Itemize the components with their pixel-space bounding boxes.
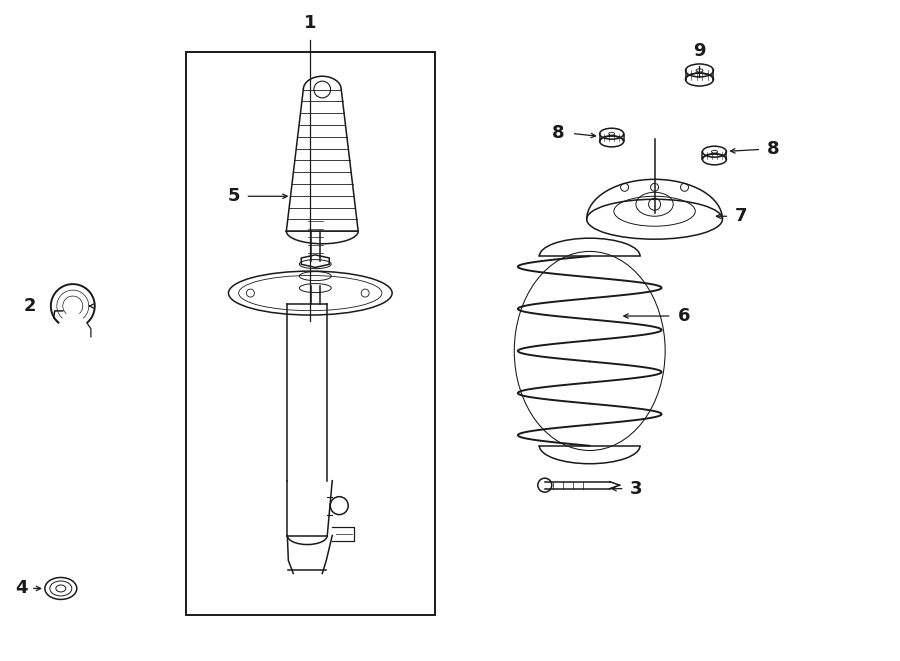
Text: 9: 9 [693,42,706,59]
Text: 1: 1 [304,14,317,32]
Text: 3: 3 [630,480,642,498]
Bar [185,52,435,615]
Text: 2: 2 [23,297,36,315]
Text: 4: 4 [15,580,28,598]
Text: 5: 5 [228,187,240,206]
Text: 7: 7 [734,208,747,225]
Text: 8: 8 [552,124,565,142]
Text: 6: 6 [678,307,690,325]
Text: 8: 8 [768,140,780,159]
